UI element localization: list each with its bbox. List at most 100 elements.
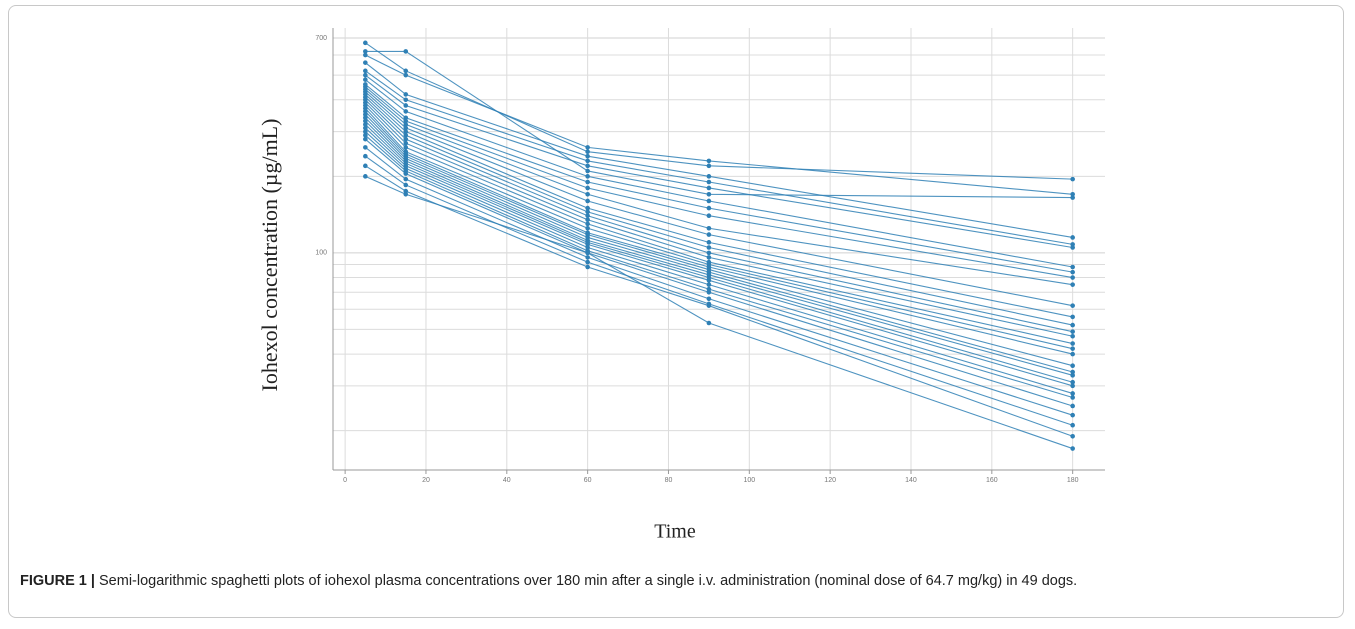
data-point xyxy=(1070,341,1075,346)
data-point xyxy=(1070,391,1075,396)
x-tick-label: 80 xyxy=(665,477,673,484)
data-point xyxy=(363,133,368,138)
data-point xyxy=(1070,351,1075,357)
data-point xyxy=(585,163,590,169)
data-point xyxy=(1070,269,1075,275)
data-point xyxy=(706,320,712,326)
data-point xyxy=(706,296,712,302)
data-point xyxy=(585,217,590,223)
data-point xyxy=(706,158,712,164)
data-point xyxy=(585,174,590,179)
data-point xyxy=(585,168,590,174)
data-point xyxy=(403,133,409,138)
data-point xyxy=(363,112,368,117)
data-point xyxy=(585,191,590,197)
data-point xyxy=(403,140,409,146)
data-point xyxy=(363,77,368,82)
data-point xyxy=(403,68,409,74)
data-point xyxy=(585,198,590,204)
x-tick-label: 180 xyxy=(1067,477,1079,484)
x-tick-label: 160 xyxy=(986,477,998,484)
x-tick-label: 20 xyxy=(422,477,430,484)
data-point xyxy=(1070,403,1075,409)
data-point xyxy=(585,225,590,231)
data-point xyxy=(585,185,590,191)
data-point xyxy=(403,72,409,78)
data-point xyxy=(403,103,409,108)
figure-frame xyxy=(8,5,1344,618)
data-point xyxy=(706,232,712,237)
data-point xyxy=(1070,446,1075,451)
series-line xyxy=(364,91,1073,307)
data-point xyxy=(403,188,409,194)
x-tick-label: 0 xyxy=(343,477,347,484)
data-point xyxy=(403,129,409,134)
data-point xyxy=(1070,176,1075,182)
data-point xyxy=(1070,329,1075,334)
data-point xyxy=(363,125,368,131)
chart: Iohexol concentration (µg/mL) Time 100 70… xyxy=(257,28,1105,543)
data-point xyxy=(585,145,590,150)
x-tick-label: 100 xyxy=(743,477,755,484)
data-point xyxy=(363,72,368,78)
data-point xyxy=(363,52,368,58)
data-point xyxy=(363,60,368,65)
data-point xyxy=(363,115,368,121)
data-point xyxy=(1070,264,1075,270)
data-point xyxy=(363,68,368,74)
data-point xyxy=(1070,303,1075,308)
data-point xyxy=(363,122,368,127)
data-point xyxy=(403,125,409,131)
data-point xyxy=(585,158,590,164)
data-point xyxy=(1070,235,1075,240)
data-point xyxy=(403,118,409,124)
data-point xyxy=(403,92,409,97)
data-point xyxy=(1070,314,1075,320)
data-point xyxy=(706,179,712,185)
data-point xyxy=(706,278,712,283)
data-point xyxy=(585,255,590,260)
data-point xyxy=(403,136,409,142)
series-line xyxy=(364,111,1073,355)
data-point xyxy=(403,115,409,121)
data-point xyxy=(363,163,368,169)
x-tick-label: 140 xyxy=(905,477,917,484)
data-point xyxy=(585,221,590,227)
data-point xyxy=(706,191,712,197)
data-point xyxy=(706,255,712,260)
series-line xyxy=(364,114,1073,367)
data-point xyxy=(706,303,712,308)
data-point xyxy=(706,198,712,204)
data-point xyxy=(585,153,590,159)
caption: FIGURE 1 | Semi-logarithmic spaghetti pl… xyxy=(20,570,1320,593)
data-point xyxy=(1070,395,1075,400)
x-axis-label: Time xyxy=(654,521,696,543)
x-tick-label: 60 xyxy=(584,477,592,484)
data-point xyxy=(706,163,712,169)
data-point xyxy=(585,264,590,270)
data-point xyxy=(363,40,368,46)
x-tick-label: 120 xyxy=(824,477,836,484)
y-axis-label: Iohexol concentration (µg/mL) xyxy=(257,119,282,392)
data-point xyxy=(706,282,712,287)
data-point xyxy=(1070,422,1075,428)
y-tick-label: 700 xyxy=(315,35,327,42)
data-point xyxy=(363,145,368,150)
series-line xyxy=(365,54,1073,195)
data-point xyxy=(403,122,409,127)
data-point xyxy=(1070,322,1075,328)
data-point xyxy=(363,129,368,134)
series-line xyxy=(364,79,1073,268)
data-point xyxy=(1070,383,1075,389)
data-point xyxy=(403,176,409,182)
data-point xyxy=(706,240,712,245)
data-point xyxy=(585,209,590,215)
data-point xyxy=(363,49,368,54)
x-tick-label: 40 xyxy=(503,477,511,484)
data-point xyxy=(363,174,368,179)
data-point xyxy=(403,171,409,176)
data-point xyxy=(1070,275,1075,280)
data-point xyxy=(585,245,590,250)
data-point xyxy=(706,205,712,211)
